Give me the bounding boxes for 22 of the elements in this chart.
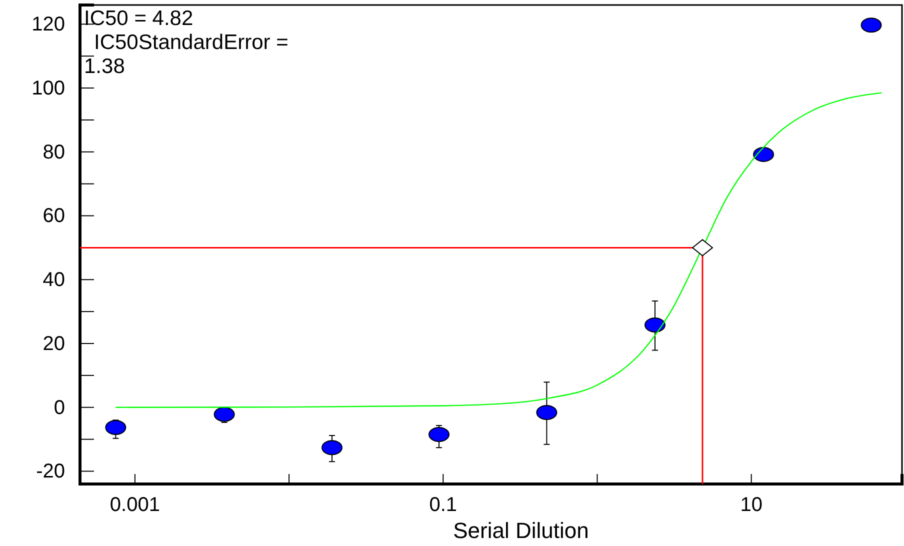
x-tick-label: 0.001 [110, 494, 160, 516]
annotation: IC50 = 4.82 [84, 7, 194, 30]
point [428, 427, 450, 442]
x-axis-title: Serial Dilution [453, 518, 589, 543]
point [753, 146, 774, 162]
y-tick-label: 40 [42, 269, 65, 292]
point [860, 18, 882, 33]
y-tick-label: -20 [36, 460, 65, 483]
point [105, 420, 126, 435]
y-tick-label: 0 [54, 396, 65, 419]
point [321, 440, 342, 456]
x-tick-label: 10 [740, 494, 762, 516]
point [536, 404, 558, 420]
y-tick-label: 60 [42, 205, 65, 228]
y-tick-label: 80 [42, 141, 65, 164]
x-tick-label: 0.1 [429, 494, 458, 516]
point [214, 406, 235, 422]
y-tick-label: 20 [42, 332, 65, 355]
point [644, 317, 666, 332]
y-tick-label: 120 [32, 14, 65, 36]
y-tick-label: 100 [32, 77, 65, 100]
annotation: IC50StandardError = 1.38 [84, 31, 288, 78]
